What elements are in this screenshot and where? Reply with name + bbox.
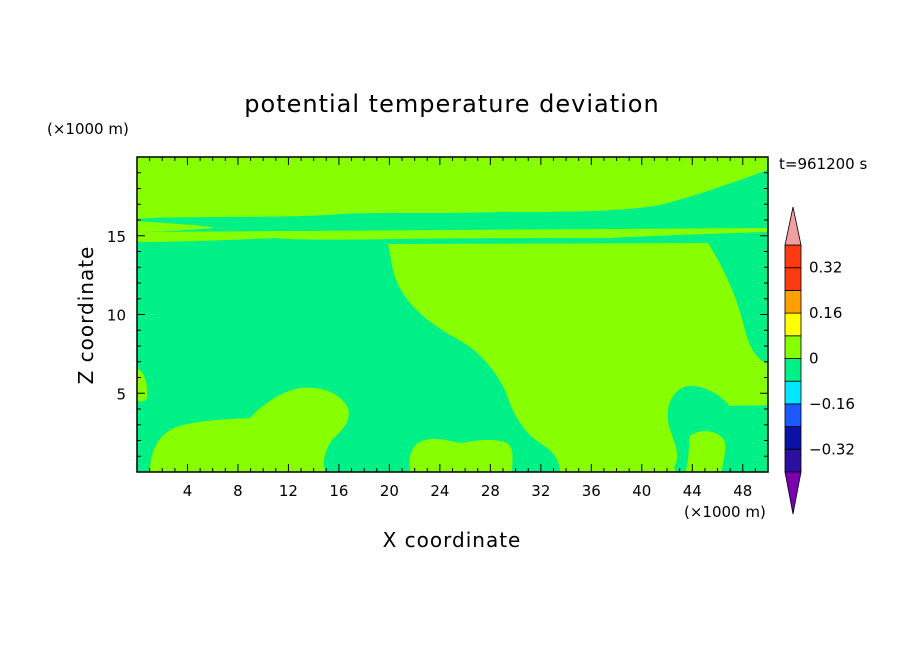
colorbar-band bbox=[784, 244, 802, 269]
region-bottom-left bbox=[150, 387, 349, 472]
region-top-left bbox=[137, 157, 152, 168]
region-speckle-2 bbox=[210, 466, 218, 472]
colorbar-band bbox=[784, 380, 802, 405]
x-tick-label: 20 bbox=[380, 482, 399, 500]
region-speckle-10 bbox=[665, 464, 676, 472]
region-speckle-5 bbox=[288, 467, 300, 472]
y-tick-label: 15 bbox=[107, 228, 126, 246]
region-speckle-3 bbox=[236, 466, 246, 472]
colorbar-band bbox=[784, 267, 802, 291]
x-tick-labels: 4 8 12 16 20 24 28 32 36 40 44 48 bbox=[183, 482, 753, 500]
x-tick-label: 28 bbox=[481, 482, 500, 500]
colorbar-extend-min bbox=[784, 471, 802, 515]
x-tick-label: 4 bbox=[183, 482, 193, 500]
region-top-band bbox=[137, 157, 768, 219]
x-tick-label: 40 bbox=[632, 482, 651, 500]
colorbar-label: −0.32 bbox=[809, 440, 855, 458]
region-central bbox=[388, 243, 768, 472]
time-label: t=961200 s bbox=[779, 155, 867, 173]
region-stripe-upper bbox=[137, 221, 215, 232]
colorbar-band bbox=[784, 312, 802, 337]
chart-title: potential temperature deviation bbox=[244, 90, 659, 118]
region-bottom-right bbox=[685, 431, 726, 472]
colorbar-band bbox=[784, 335, 802, 359]
x-tick-label: 32 bbox=[531, 482, 550, 500]
x-tick-label: 24 bbox=[430, 482, 449, 500]
axis-ticks bbox=[137, 157, 768, 472]
x-tick-label: 44 bbox=[683, 482, 702, 500]
x-axis-label: X coordinate bbox=[383, 528, 522, 552]
colorbar-band bbox=[784, 358, 802, 382]
region-speckle-8 bbox=[600, 467, 610, 472]
colorbar-label: 0.32 bbox=[809, 259, 842, 277]
colorbar: 0.32 0.16 0 −0.16 −0.32 bbox=[784, 206, 855, 515]
x-tick-label: 12 bbox=[279, 482, 298, 500]
region-speckle-6 bbox=[455, 466, 465, 472]
colorbar-label: −0.16 bbox=[809, 395, 855, 413]
region-speckle-1 bbox=[190, 463, 202, 472]
colorbar-band bbox=[784, 426, 802, 450]
x-tick-label: 8 bbox=[233, 482, 243, 500]
colorbar-label: 0 bbox=[809, 350, 819, 368]
high-regions bbox=[137, 157, 768, 472]
colorbar-band bbox=[784, 448, 802, 473]
y-unit-label: (×1000 m) bbox=[47, 120, 129, 138]
region-speckle-9 bbox=[630, 466, 640, 472]
y-tick-labels: 5 10 15 bbox=[107, 228, 126, 404]
region-stripe-mid bbox=[137, 228, 768, 242]
y-tick-label: 5 bbox=[116, 385, 126, 403]
x-tick-label: 48 bbox=[733, 482, 752, 500]
colorbar-label: 0.16 bbox=[809, 304, 842, 322]
colorbar-extend-max bbox=[784, 206, 802, 246]
region-speckle-7 bbox=[568, 466, 580, 472]
region-bottom-middle bbox=[409, 439, 513, 472]
x-tick-label: 16 bbox=[329, 482, 348, 500]
x-tick-label: 36 bbox=[582, 482, 601, 500]
colorbar-band bbox=[784, 403, 802, 427]
colorbar-band bbox=[784, 289, 802, 314]
y-tick-label: 10 bbox=[107, 307, 126, 325]
x-unit-label: (×1000 m) bbox=[684, 503, 766, 521]
y-axis-label: Z coordinate bbox=[74, 246, 98, 385]
